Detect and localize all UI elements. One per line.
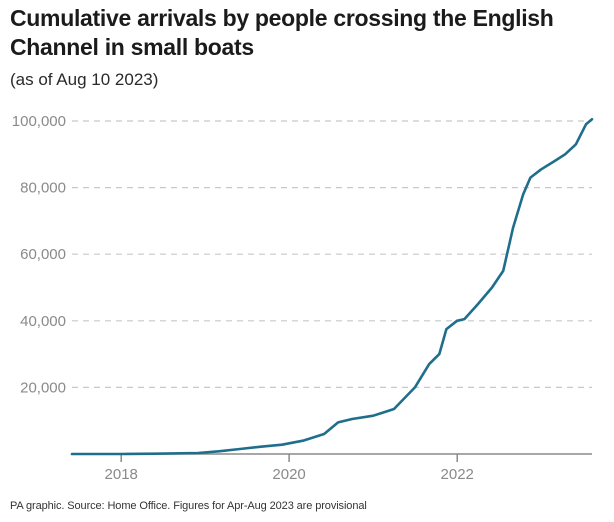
y-tick-label: 40,000 xyxy=(20,313,66,330)
series-line-0 xyxy=(70,118,594,456)
chart-subtitle: (as of Aug 10 2023) xyxy=(10,70,159,89)
x-tick-label: 2022 xyxy=(441,466,474,483)
x-tick-label: 2020 xyxy=(272,466,305,483)
y-tick-label: 80,000 xyxy=(20,180,66,197)
grid-layer xyxy=(72,120,592,388)
chart-title: Cumulative arrivals by people crossing t… xyxy=(10,5,554,60)
source-note: PA graphic. Source: Home Office. Figures… xyxy=(10,500,367,512)
x-tick-label: 2018 xyxy=(105,466,138,483)
tick-layer: 20,000 40,000 60,000 80,000 100,000 2018 2020 2… xyxy=(12,113,592,483)
y-tick-label: 20,000 xyxy=(20,379,66,396)
y-tick-label: 60,000 xyxy=(20,246,66,263)
series-layer xyxy=(70,118,594,456)
y-tick-label: 100,000 xyxy=(12,113,66,130)
